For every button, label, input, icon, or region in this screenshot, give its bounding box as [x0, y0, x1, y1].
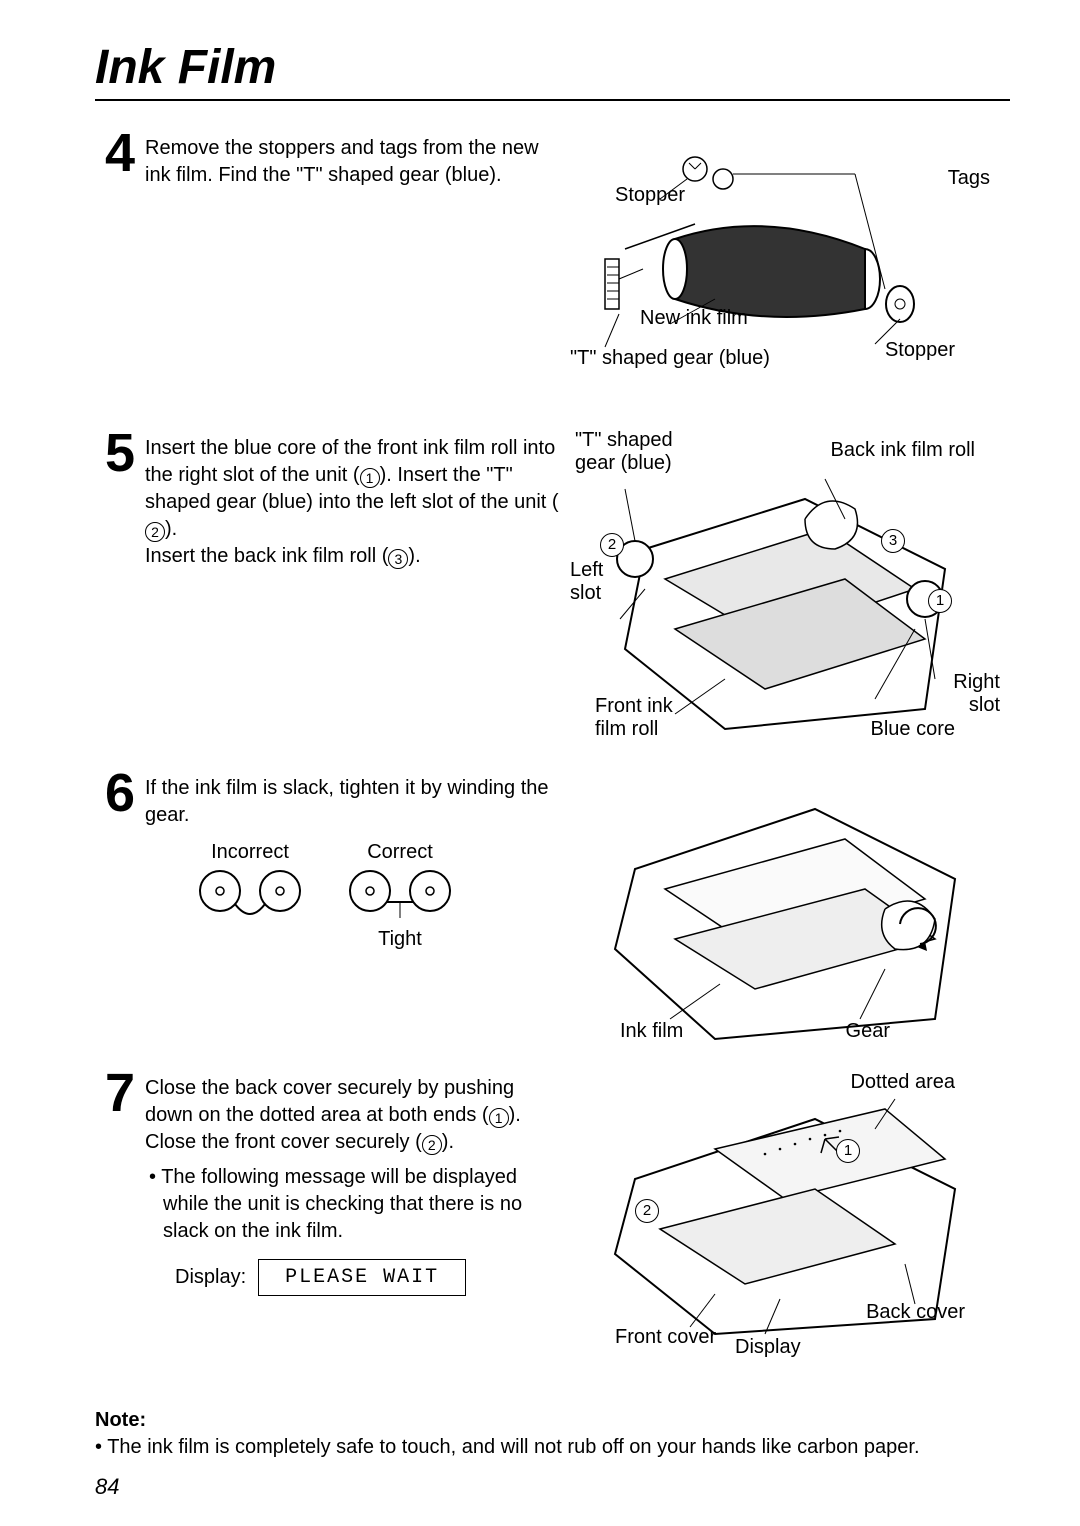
fig-circled-1-icon: 1	[928, 589, 952, 613]
note-text: The ink film is completely safe to touch…	[107, 1434, 1010, 1460]
display-box: PLEASE WAIT	[258, 1259, 466, 1296]
fig-circled-1-icon: 1	[836, 1139, 860, 1163]
label-front-roll: Front ink film roll	[595, 695, 673, 741]
step-text: If the ink film is slack, tighten it by …	[145, 769, 560, 953]
label-ink-film: Ink film	[620, 1020, 683, 1043]
fax-wind-gear-diagram-icon	[560, 769, 1010, 1049]
step-text: Remove the stoppers and tags from the ne…	[145, 129, 560, 189]
correct-diagram: Correct Tight	[345, 839, 455, 953]
incorrect-diagram: Incorrect	[195, 839, 305, 953]
fig-circled-2-icon: 2	[635, 1199, 659, 1223]
label-stopper-bottom: Stopper	[885, 339, 955, 362]
step-5: 5 Insert the blue core of the front ink …	[95, 429, 1010, 749]
fig-circled-3-icon: 3	[881, 529, 905, 553]
step-6-figure: Ink film Gear	[560, 769, 1010, 1049]
note-heading: Note:	[95, 1409, 1010, 1432]
step-number: 4	[95, 129, 145, 178]
step-7: 7 Close the back cover securely by pushi…	[95, 1069, 1010, 1359]
circled-1-icon: 1	[360, 468, 380, 488]
step-7-figure: 1 2 Dotted area Front cover Back cover D…	[560, 1069, 1010, 1359]
step-6: 6 If the ink film is slack, tighten it b…	[95, 769, 1010, 1049]
step-number: 7	[95, 1069, 145, 1118]
circled-2-icon: 2	[145, 522, 165, 542]
step-7-bullet: The following message will be displayed …	[163, 1164, 560, 1245]
step-5-figure: 2 3 1 "T" shaped gear (blue) Back ink fi…	[560, 429, 1010, 749]
label-tags: Tags	[948, 167, 990, 190]
label-new-ink-film: New ink film	[640, 307, 748, 330]
label-t-gear: "T" shaped gear (blue)	[570, 347, 770, 370]
label-back-cover: Back cover	[866, 1301, 965, 1324]
fig-circled-2-icon: 2	[600, 533, 624, 557]
page-title: Ink Film	[95, 40, 1010, 101]
circled-3-icon: 3	[388, 549, 408, 569]
display-row: Display: PLEASE WAIT	[175, 1259, 560, 1296]
circled-2-icon: 2	[422, 1135, 442, 1155]
label-front-cover: Front cover	[615, 1326, 716, 1349]
circled-1-icon: 1	[489, 1108, 509, 1128]
label-display: Display	[735, 1336, 801, 1359]
label-dotted-area: Dotted area	[850, 1071, 955, 1094]
label-blue-core: Blue core	[871, 718, 956, 741]
label-back-roll: Back ink film roll	[831, 439, 975, 462]
tight-film-icon	[345, 866, 455, 926]
slack-film-icon	[195, 866, 305, 926]
step-text: Insert the blue core of the front ink fi…	[145, 429, 560, 570]
label-gear: Gear	[846, 1020, 890, 1043]
step-4-figure: Tags Stopper New ink film Stopper "T" sh…	[560, 129, 1010, 409]
display-label: Display:	[175, 1264, 246, 1291]
label-left-slot: Left slot	[570, 559, 603, 605]
label-stopper-top: Stopper	[615, 184, 685, 207]
step-number: 6	[95, 769, 145, 818]
label-t-gear-2: "T" shaped gear (blue)	[575, 429, 673, 475]
step-4: 4 Remove the stoppers and tags from the …	[95, 129, 1010, 409]
step-number: 5	[95, 429, 145, 478]
step-text: Close the back cover securely by pushing…	[145, 1069, 560, 1296]
page-number: 84	[95, 1474, 119, 1500]
label-right-slot: Right slot	[953, 671, 1000, 717]
